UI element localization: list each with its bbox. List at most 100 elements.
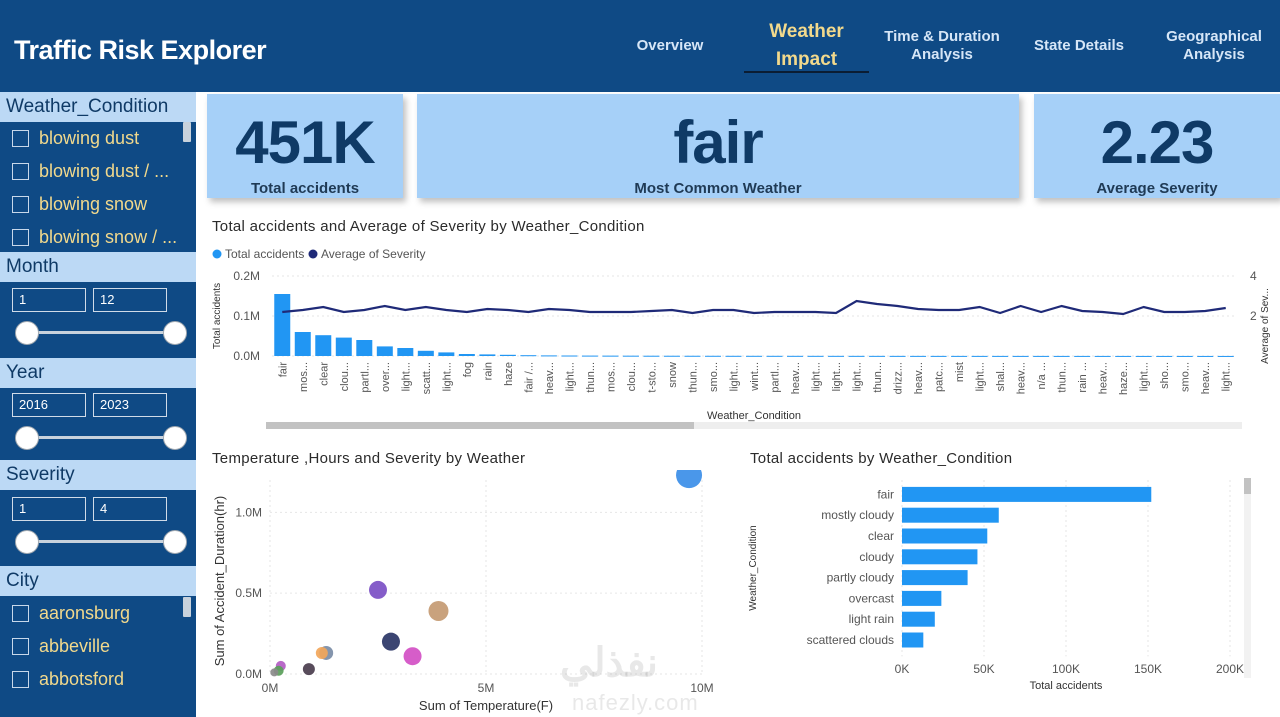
x-tick-label: fair bbox=[277, 362, 289, 378]
x-tick-label: 0M bbox=[262, 681, 279, 695]
y-axis-title: Total accidents bbox=[212, 283, 223, 349]
bar-total-accidents bbox=[1176, 355, 1193, 357]
bar-total-accidents bbox=[930, 355, 947, 357]
y-tick-label: clear bbox=[868, 529, 894, 543]
x-tick-label: mos... bbox=[605, 362, 617, 392]
nav-time-duration-line1: Time & Duration bbox=[884, 28, 1000, 45]
weather-option[interactable]: blowing dust / ... bbox=[12, 158, 169, 184]
nav-geographical[interactable]: Geographical Analysis bbox=[1152, 28, 1276, 64]
weather-scrollbar[interactable] bbox=[183, 122, 191, 142]
nav-weather-impact-line2: Impact bbox=[775, 49, 838, 70]
active-nav-underline bbox=[744, 71, 869, 73]
legend-marker-average-severity bbox=[308, 249, 318, 259]
bar-total-accidents bbox=[902, 611, 935, 627]
bar-total-accidents bbox=[1012, 355, 1029, 357]
month-from-input[interactable]: 1 bbox=[12, 288, 86, 312]
bar-total-accidents bbox=[766, 355, 783, 357]
x-tick-label: t-sto... bbox=[646, 362, 658, 393]
x-tick-label: over... bbox=[380, 362, 392, 392]
nav-time-duration[interactable]: Time & Duration Analysis bbox=[872, 28, 1012, 64]
bar-total-accidents bbox=[902, 570, 968, 586]
scatter-point bbox=[403, 647, 422, 666]
city-option[interactable]: abbotsford bbox=[12, 666, 124, 692]
bar-total-accidents bbox=[397, 348, 414, 356]
year-slider-max-handle[interactable] bbox=[163, 426, 187, 450]
year-slicer-title: Year bbox=[0, 358, 196, 388]
hbar-chart[interactable]: 0K 50K 100K 150K 200K Total accidents Weather_… bbox=[744, 470, 1274, 700]
x-tick-label: mos... bbox=[298, 362, 310, 392]
combo-chart[interactable]: Total accidents Average of Severity 0.0M 0.… bbox=[206, 240, 1274, 450]
month-slider-max-handle[interactable] bbox=[163, 321, 187, 345]
combo-chart-title: Total accidents and Average of Severity … bbox=[212, 218, 645, 235]
weather-slicer-title: Weather_Condition bbox=[0, 92, 196, 122]
year-slider-min-handle[interactable] bbox=[15, 426, 39, 450]
bar-total-accidents bbox=[902, 549, 978, 565]
x-tick-label: heav... bbox=[790, 362, 802, 394]
chart-scrollbar-track bbox=[1244, 478, 1251, 678]
nav-state-details[interactable]: State Details bbox=[1024, 37, 1134, 55]
checkbox-icon[interactable] bbox=[12, 162, 29, 180]
severity-slider-track[interactable] bbox=[27, 540, 175, 543]
scatter-point bbox=[369, 580, 387, 599]
x-tick-label: heav... bbox=[1098, 362, 1110, 394]
nav-overview[interactable]: Overview bbox=[612, 37, 728, 55]
watermark-url: nafezly.com bbox=[572, 690, 699, 715]
year-slider-track[interactable] bbox=[27, 436, 175, 439]
y-tick-label: mostly cloudy bbox=[821, 508, 894, 522]
x-tick-label: light... bbox=[831, 362, 843, 391]
severity-slider-min-handle[interactable] bbox=[15, 530, 39, 554]
year-from-input[interactable]: 2016 bbox=[12, 393, 86, 417]
bar-total-accidents bbox=[438, 352, 455, 356]
month-to-input[interactable]: 12 bbox=[93, 288, 167, 312]
x-tick-label: clou... bbox=[626, 362, 638, 391]
bar-total-accidents bbox=[458, 354, 475, 356]
city-option[interactable]: aaronsburg bbox=[12, 600, 130, 626]
checkbox-icon[interactable] bbox=[12, 228, 29, 246]
x-tick-label: 5M bbox=[478, 681, 495, 695]
bar-total-accidents bbox=[1217, 355, 1234, 357]
bar-total-accidents bbox=[704, 355, 721, 357]
month-slider-track[interactable] bbox=[27, 331, 175, 334]
weather-option[interactable]: blowing snow bbox=[12, 191, 147, 217]
city-option-label: abbeville bbox=[39, 635, 111, 656]
y-tick-label: 0.0M bbox=[233, 349, 260, 363]
legend-marker-total-accidents bbox=[212, 249, 222, 259]
bar-total-accidents bbox=[561, 355, 578, 357]
scatter-point bbox=[270, 668, 279, 677]
hbar-chart-title: Total accidents by Weather_Condition bbox=[750, 450, 1013, 467]
weather-option[interactable]: blowing dust bbox=[12, 125, 139, 151]
checkbox-icon[interactable] bbox=[12, 670, 29, 688]
checkbox-icon[interactable] bbox=[12, 604, 29, 622]
bar-total-accidents bbox=[540, 355, 557, 357]
x-tick-label: sho... bbox=[1159, 362, 1171, 389]
kpi-most-common-weather: fair Most Common Weather bbox=[417, 94, 1019, 198]
y-tick-label: overcast bbox=[849, 591, 895, 605]
scatter-chart-title: Temperature ,Hours and Severity by Weath… bbox=[212, 450, 526, 467]
nav-weather-impact[interactable]: Weather Impact bbox=[744, 18, 869, 74]
year-to-input[interactable]: 2023 bbox=[93, 393, 167, 417]
bar-total-accidents bbox=[663, 355, 680, 357]
city-option[interactable]: abbeville bbox=[12, 633, 110, 659]
city-scrollbar[interactable] bbox=[183, 597, 191, 617]
y-tick-label: light rain bbox=[849, 612, 894, 626]
severity-from-input[interactable]: 1 bbox=[12, 497, 86, 521]
kpi-label: Average Severity bbox=[1096, 180, 1218, 197]
x-tick-label: light... bbox=[441, 362, 453, 391]
scatter-chart[interactable]: 0M 5M 10M 0.0M 0.5M 1.0M Sum of Temperature(F)… bbox=[206, 470, 726, 715]
checkbox-icon[interactable] bbox=[12, 129, 29, 147]
severity-slider-max-handle[interactable] bbox=[163, 530, 187, 554]
severity-to-input[interactable]: 4 bbox=[93, 497, 167, 521]
kpi-label: Most Common Weather bbox=[634, 180, 802, 197]
weather-option-label: blowing dust bbox=[39, 127, 140, 148]
x-tick-label: wint... bbox=[749, 362, 761, 392]
top-header: Traffic Risk Explorer Overview Weather I… bbox=[0, 0, 1280, 92]
x-tick-label: 10M bbox=[690, 681, 713, 695]
month-slider-min-handle[interactable] bbox=[15, 321, 39, 345]
x-tick-label: haze bbox=[503, 362, 515, 386]
checkbox-icon[interactable] bbox=[12, 637, 29, 655]
legend-label-total-accidents: Total accidents bbox=[225, 247, 304, 261]
checkbox-icon[interactable] bbox=[12, 195, 29, 213]
chart-scrollbar-thumb bbox=[1244, 478, 1251, 494]
weather-option[interactable]: blowing snow / ... bbox=[12, 224, 177, 250]
y-tick-label: 0.0M bbox=[235, 667, 262, 681]
